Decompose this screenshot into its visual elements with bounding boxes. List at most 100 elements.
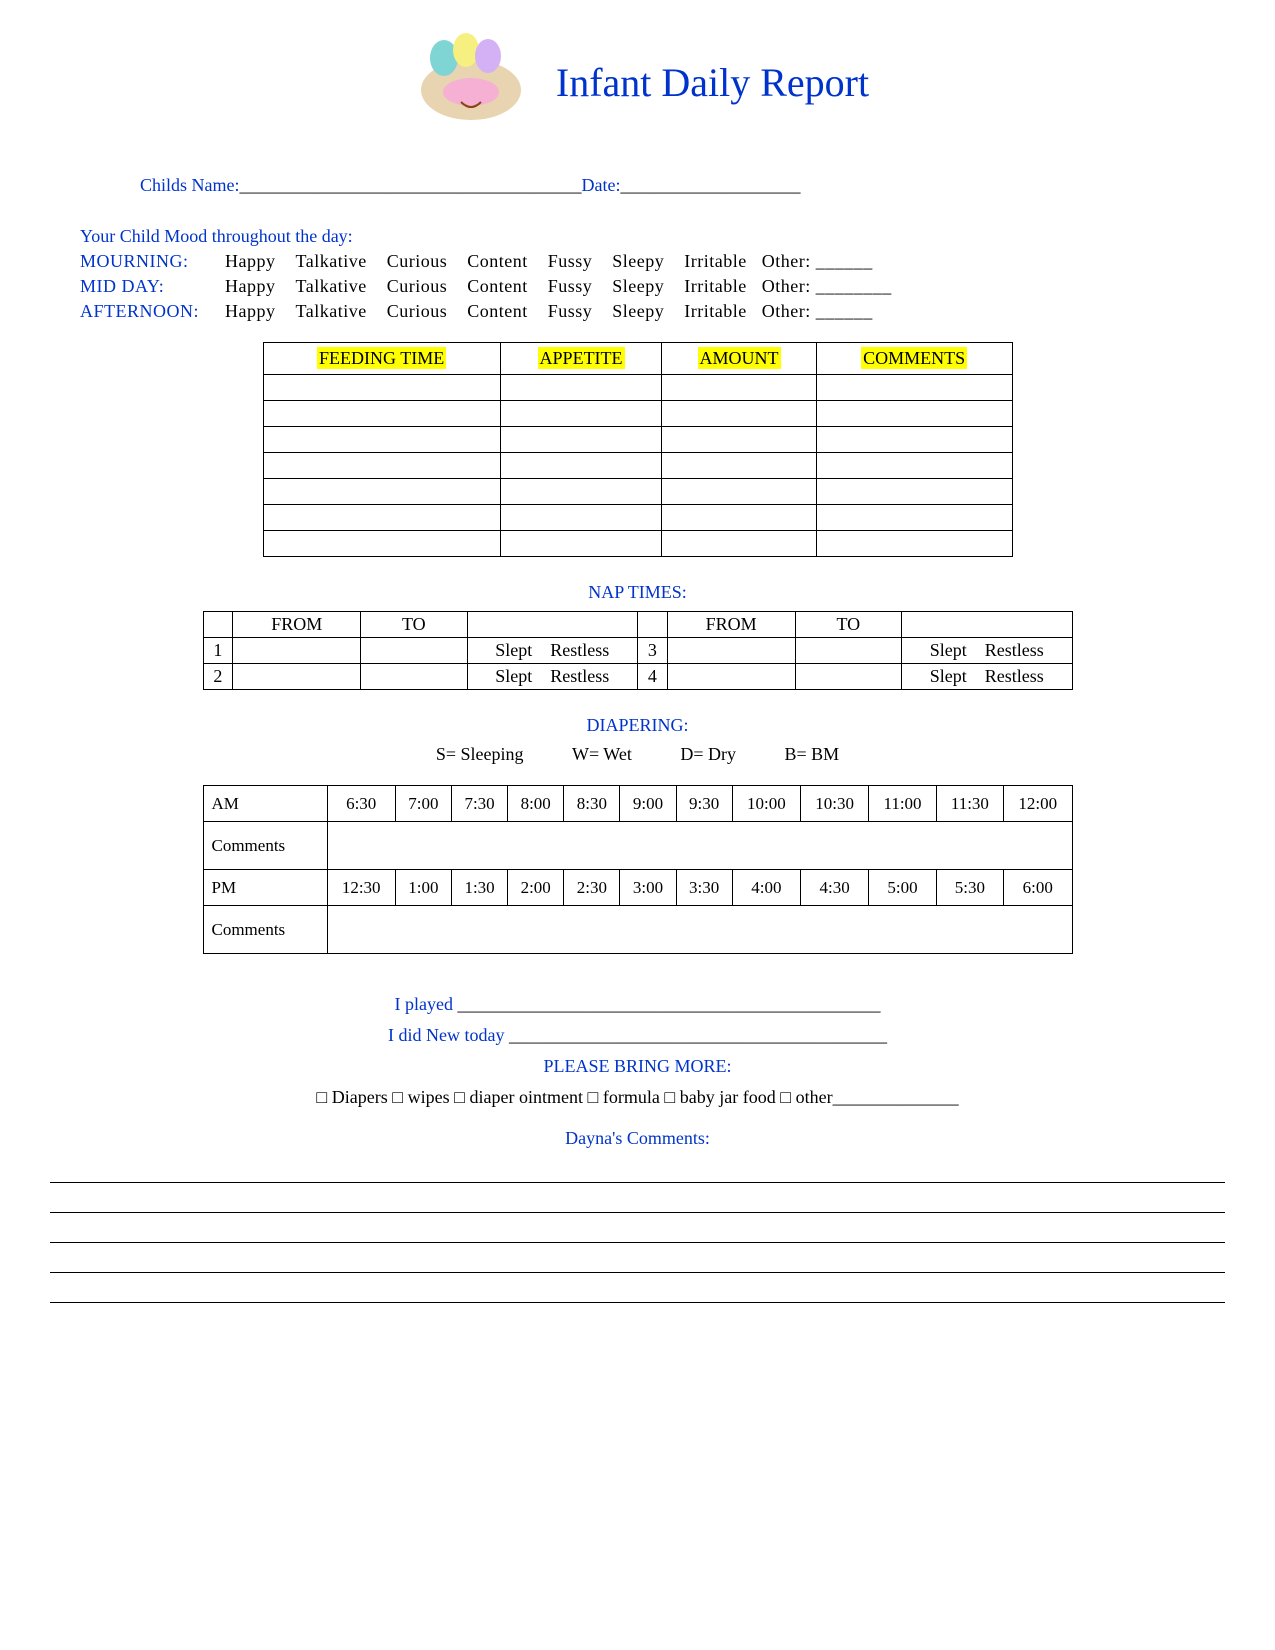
diaper-comments-row[interactable]: Comments: [203, 906, 1072, 954]
nap-row[interactable]: 2Slept Restless4Slept Restless: [203, 664, 1072, 690]
mood-option[interactable]: Talkative: [296, 276, 367, 296]
comment-line[interactable]: [50, 1279, 1225, 1303]
nap-heading: NAP TIMES:: [20, 582, 1255, 603]
mood-option[interactable]: Sleepy: [612, 301, 664, 321]
mood-option[interactable]: Sleepy: [612, 251, 664, 271]
nap-row[interactable]: 1Slept Restless3Slept Restless: [203, 638, 1072, 664]
nap-quality[interactable]: Slept Restless: [467, 638, 637, 664]
mood-option[interactable]: Happy: [225, 251, 276, 271]
diaper-time[interactable]: 4:30: [801, 870, 869, 906]
diaper-time[interactable]: 8:00: [508, 786, 564, 822]
diaper-time[interactable]: 1:30: [451, 870, 507, 906]
diaper-time[interactable]: 2:00: [508, 870, 564, 906]
diaper-time[interactable]: 10:00: [732, 786, 800, 822]
mood-row: MOURNING: HappyTalkativeCuriousContentFu…: [80, 251, 1255, 272]
diaper-time[interactable]: 4:00: [732, 870, 800, 906]
mood-section: Your Child Mood throughout the day: MOUR…: [80, 226, 1255, 322]
mood-option[interactable]: Content: [467, 301, 528, 321]
mood-option[interactable]: Irritable: [684, 276, 746, 296]
mood-other-blank[interactable]: ________: [816, 276, 892, 296]
new-today-line: I did New today ________________________…: [20, 1025, 1255, 1046]
bring-item: baby jar food: [680, 1087, 776, 1107]
legend-w: W= Wet: [572, 744, 632, 764]
diaper-time[interactable]: 10:30: [801, 786, 869, 822]
feeding-row[interactable]: [263, 375, 1012, 401]
diaper-time[interactable]: 6:30: [327, 786, 395, 822]
diaper-time[interactable]: 5:00: [869, 870, 936, 906]
diaper-time[interactable]: 11:30: [936, 786, 1003, 822]
title-row: Infant Daily Report: [20, 30, 1255, 135]
checkbox-icon[interactable]: □: [780, 1087, 791, 1107]
nap-quality[interactable]: Slept Restless: [467, 664, 637, 690]
diaper-time[interactable]: 1:00: [395, 870, 451, 906]
diaper-time[interactable]: 2:30: [564, 870, 620, 906]
feeding-row[interactable]: [263, 453, 1012, 479]
comment-line[interactable]: [50, 1189, 1225, 1213]
new-today-blank[interactable]: ________________________________________…: [509, 1025, 887, 1045]
played-blank[interactable]: ________________________________________…: [457, 994, 880, 1014]
feeding-row[interactable]: [263, 401, 1012, 427]
checkbox-icon[interactable]: □: [664, 1087, 675, 1107]
diaper-period-label: AM: [203, 786, 327, 822]
diapering-legend: S= Sleeping W= Wet D= Dry B= BM: [20, 744, 1255, 765]
new-today-label: I did New today: [388, 1025, 504, 1045]
bring-other-blank[interactable]: ______________: [833, 1087, 959, 1107]
mood-option[interactable]: Content: [467, 276, 528, 296]
mood-option[interactable]: Curious: [387, 276, 448, 296]
bring-item: other: [796, 1087, 833, 1107]
diaper-time[interactable]: 6:00: [1004, 870, 1072, 906]
comment-line[interactable]: [50, 1219, 1225, 1243]
mood-option[interactable]: Irritable: [684, 251, 746, 271]
comment-lines[interactable]: [50, 1159, 1225, 1303]
nap-quality[interactable]: Slept Restless: [902, 664, 1072, 690]
feeding-row[interactable]: [263, 427, 1012, 453]
mood-option[interactable]: Talkative: [296, 251, 367, 271]
nap-from-header: FROM: [233, 612, 361, 638]
mood-option[interactable]: Irritable: [684, 301, 746, 321]
played-label: I played: [395, 994, 453, 1014]
mood-option[interactable]: Talkative: [296, 301, 367, 321]
diaper-time[interactable]: 9:30: [676, 786, 732, 822]
checkbox-icon[interactable]: □: [316, 1087, 327, 1107]
diaper-comments-label: Comments: [203, 906, 327, 954]
mood-other-label: Other:: [762, 276, 811, 296]
feeding-row[interactable]: [263, 479, 1012, 505]
feeding-header: FEEDING TIME: [263, 343, 500, 375]
bring-item: Diapers: [332, 1087, 388, 1107]
mood-option[interactable]: Fussy: [548, 276, 593, 296]
nap-to-header-2: TO: [795, 612, 901, 638]
checkbox-icon[interactable]: □: [588, 1087, 599, 1107]
comment-line[interactable]: [50, 1159, 1225, 1183]
mood-option[interactable]: Happy: [225, 276, 276, 296]
mood-option[interactable]: Curious: [387, 251, 448, 271]
childs-name-line[interactable]: ______________________________________: [240, 175, 582, 195]
diaper-time[interactable]: 7:30: [451, 786, 507, 822]
diaper-time[interactable]: 5:30: [936, 870, 1003, 906]
diaper-time[interactable]: 3:00: [620, 870, 676, 906]
feeding-row[interactable]: [263, 531, 1012, 557]
mood-other-blank[interactable]: ______: [816, 251, 873, 271]
checkbox-icon[interactable]: □: [392, 1087, 403, 1107]
diaper-time[interactable]: 3:30: [676, 870, 732, 906]
diaper-time[interactable]: 12:00: [1004, 786, 1072, 822]
mood-option[interactable]: Curious: [387, 301, 448, 321]
mood-option[interactable]: Fussy: [548, 251, 593, 271]
diaper-comments-row[interactable]: Comments: [203, 822, 1072, 870]
diaper-time[interactable]: 7:00: [395, 786, 451, 822]
childs-name-label: Childs Name:: [140, 175, 240, 195]
date-line[interactable]: ____________________: [620, 175, 800, 195]
feeding-row[interactable]: [263, 505, 1012, 531]
nap-quality[interactable]: Slept Restless: [902, 638, 1072, 664]
mood-option[interactable]: Sleepy: [612, 276, 664, 296]
mood-option[interactable]: Happy: [225, 301, 276, 321]
mood-other-blank[interactable]: ______: [816, 301, 873, 321]
diaper-time[interactable]: 8:30: [564, 786, 620, 822]
comment-line[interactable]: [50, 1249, 1225, 1273]
diaper-time[interactable]: 11:00: [869, 786, 936, 822]
diaper-time[interactable]: 9:00: [620, 786, 676, 822]
diaper-time[interactable]: 12:30: [327, 870, 395, 906]
mood-option[interactable]: Content: [467, 251, 528, 271]
mood-option[interactable]: Fussy: [548, 301, 593, 321]
checkbox-icon[interactable]: □: [454, 1087, 465, 1107]
diaper-time-row: PM12:301:001:302:002:303:003:304:004:305…: [203, 870, 1072, 906]
